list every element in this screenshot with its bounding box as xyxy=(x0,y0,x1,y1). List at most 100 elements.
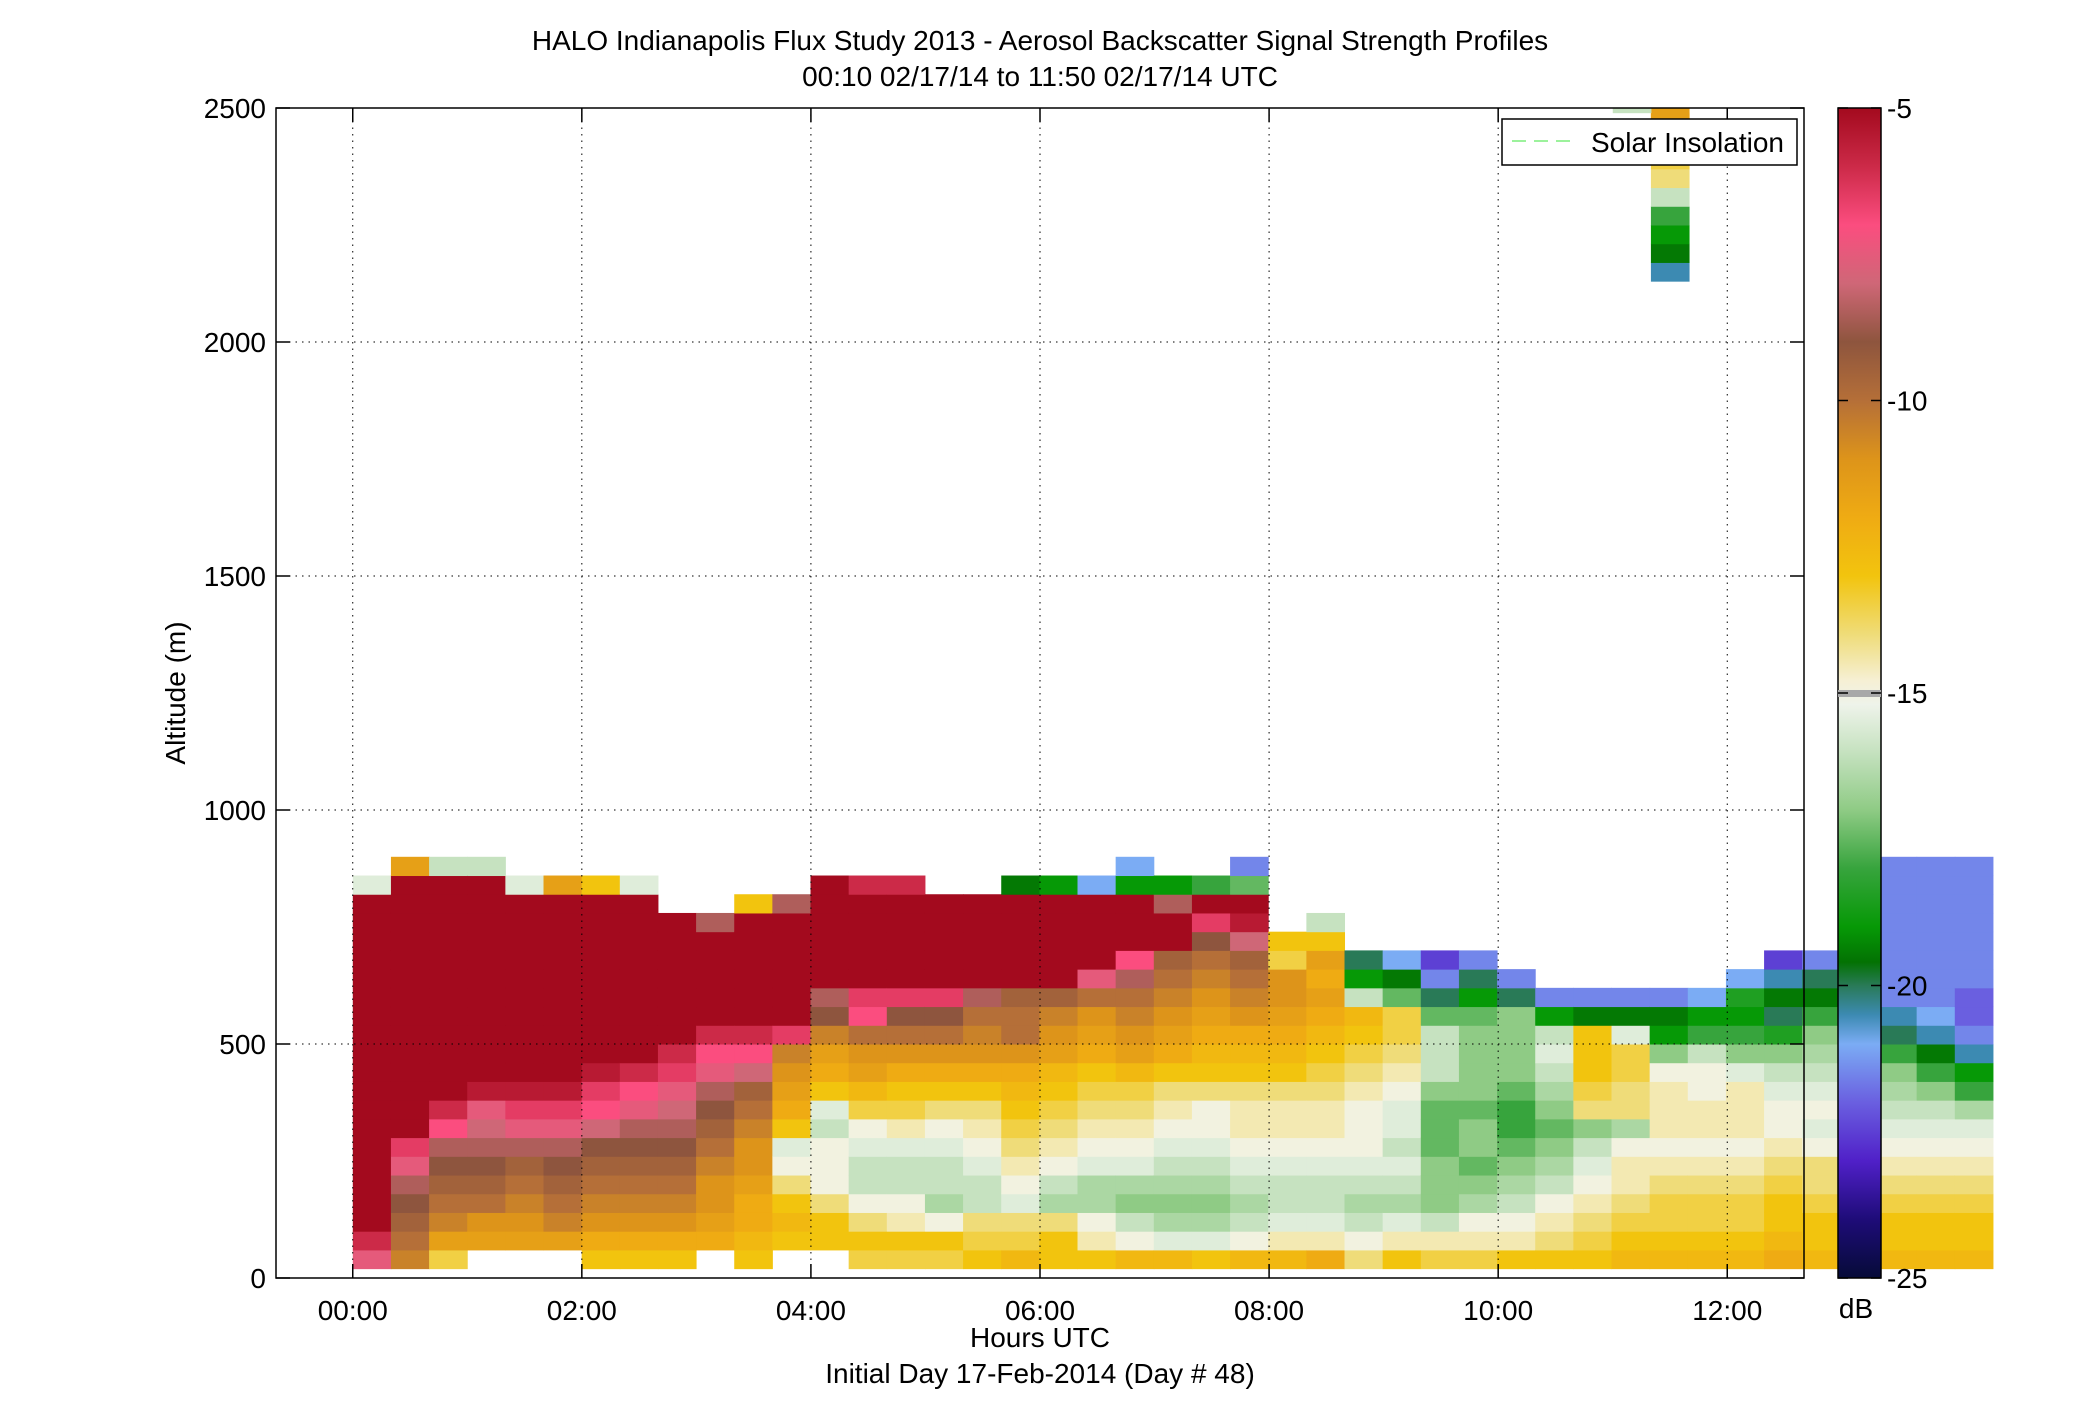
heatmap-cell xyxy=(1382,1231,1422,1251)
heatmap-cell xyxy=(963,1006,1002,1026)
heatmap-cell xyxy=(1001,1062,1040,1082)
heatmap-cell xyxy=(1382,1193,1422,1213)
heatmap-cell xyxy=(467,1062,506,1082)
heatmap-cell xyxy=(543,1062,583,1082)
heatmap-cell xyxy=(696,1212,735,1232)
heatmap-cell xyxy=(657,1231,697,1251)
y-tick-label: 2000 xyxy=(204,327,266,358)
heatmap-cell xyxy=(1878,1044,1918,1064)
chart-title: HALO Indianapolis Flux Study 2013 - Aero… xyxy=(532,25,1548,56)
heatmap-cell xyxy=(1764,1025,1803,1045)
heatmap-cell xyxy=(848,1062,888,1082)
heatmap-cell xyxy=(924,1231,964,1251)
heatmap-cell xyxy=(352,1118,392,1139)
heatmap-cell xyxy=(848,894,888,914)
heatmap-cell xyxy=(924,1156,964,1176)
heatmap-cell xyxy=(1878,1193,1918,1213)
heatmap-cell xyxy=(1458,1231,1498,1251)
heatmap-cell xyxy=(467,856,506,877)
heatmap-cell xyxy=(1001,1044,1040,1064)
heatmap-cell xyxy=(696,1044,735,1064)
heatmap-cell xyxy=(429,1118,468,1139)
heatmap-cell xyxy=(1611,1025,1651,1045)
heatmap-cell xyxy=(1077,894,1117,914)
heatmap-cell xyxy=(467,1175,506,1195)
heatmap-cell xyxy=(581,1175,621,1195)
heatmap-cell xyxy=(543,931,583,951)
heatmap-cell xyxy=(1268,1212,1307,1232)
heatmap-cell xyxy=(1306,1249,1346,1270)
chart-subtitle: 00:10 02/17/14 to 11:50 02/17/14 UTC xyxy=(802,61,1278,92)
heatmap-cell xyxy=(1039,894,1079,914)
heatmap-cell xyxy=(696,1081,735,1101)
heatmap-cell xyxy=(1458,1212,1498,1232)
heatmap-cell xyxy=(963,1044,1002,1064)
heatmap-cell xyxy=(352,1137,392,1157)
heatmap-cell xyxy=(1878,1137,1918,1157)
heatmap-cell xyxy=(1573,1081,1613,1101)
x-tick-label: 12:00 xyxy=(1692,1295,1762,1326)
heatmap-cell xyxy=(1039,1044,1079,1064)
heatmap-cell xyxy=(1535,1156,1574,1176)
heatmap-cell xyxy=(1687,1006,1727,1026)
heatmap-cell xyxy=(619,1175,659,1195)
heatmap-cell xyxy=(886,1081,926,1101)
heatmap-cell xyxy=(543,1212,583,1232)
heatmap-cell xyxy=(1687,1044,1727,1064)
heatmap-cell xyxy=(848,1044,888,1064)
heatmap-cell xyxy=(1802,1231,1841,1251)
heatmap-cell xyxy=(924,1006,964,1026)
heatmap-cell xyxy=(886,950,926,970)
heatmap-cell xyxy=(1115,1175,1155,1195)
heatmap-cell xyxy=(1687,1231,1727,1251)
heatmap-cell xyxy=(810,1137,850,1157)
heatmap-cell xyxy=(810,931,850,951)
heatmap-cell xyxy=(734,1062,773,1082)
heatmap-cell xyxy=(352,894,392,914)
heatmap-cell xyxy=(1497,1156,1536,1176)
heatmap-cell xyxy=(1954,969,1994,989)
heatmap-cell xyxy=(1611,1231,1651,1251)
heatmap-cell xyxy=(963,1212,1002,1232)
heatmap-cell xyxy=(772,1193,812,1213)
y-axis-label: Altitude (m) xyxy=(160,621,191,764)
heatmap-cell xyxy=(810,1156,850,1176)
heatmap-cell xyxy=(810,950,850,970)
heatmap-cell xyxy=(1230,894,1269,914)
heatmap-cell xyxy=(1764,1100,1803,1120)
heatmap-cell xyxy=(734,894,773,914)
heatmap-cell xyxy=(1954,950,1994,970)
heatmap-cell xyxy=(429,894,468,914)
heatmap-cell xyxy=(1306,1156,1346,1176)
heatmap-cell xyxy=(1725,1100,1765,1120)
heatmap-cell xyxy=(1230,1081,1269,1101)
heatmap-cell xyxy=(1268,1175,1307,1195)
heatmap-cell xyxy=(1306,931,1346,951)
heatmap-cell xyxy=(1420,1118,1460,1139)
heatmap-cell xyxy=(1001,894,1040,914)
y-tick-label: 0 xyxy=(250,1263,266,1294)
heatmap-cell xyxy=(467,1212,506,1232)
heatmap-cell xyxy=(1878,1081,1918,1101)
heatmap-cell xyxy=(1191,1137,1231,1157)
heatmap-cell xyxy=(505,969,545,989)
heatmap-cell xyxy=(1001,931,1040,951)
heatmap-cell xyxy=(1725,1249,1765,1270)
heatmap-cell xyxy=(1954,1100,1994,1120)
x-tick-label: 02:00 xyxy=(547,1295,617,1326)
heatmap-cell xyxy=(505,1062,545,1082)
heatmap-cell xyxy=(1611,1249,1651,1270)
heatmap-cell xyxy=(581,1100,621,1120)
heatmap-cell xyxy=(1153,1193,1193,1213)
heatmap-cell xyxy=(1191,1044,1231,1064)
heatmap-cell xyxy=(963,1175,1002,1195)
heatmap-cell xyxy=(1420,1193,1460,1213)
heatmap-cell xyxy=(1039,1212,1079,1232)
heatmap-cell xyxy=(848,1231,888,1251)
heatmap-cell xyxy=(772,1006,812,1026)
heatmap-cell xyxy=(772,1081,812,1101)
heatmap-cell xyxy=(1115,950,1155,970)
heatmap-cell xyxy=(429,1175,468,1195)
heatmap-cell xyxy=(619,1137,659,1157)
heatmap-cell xyxy=(467,1100,506,1120)
